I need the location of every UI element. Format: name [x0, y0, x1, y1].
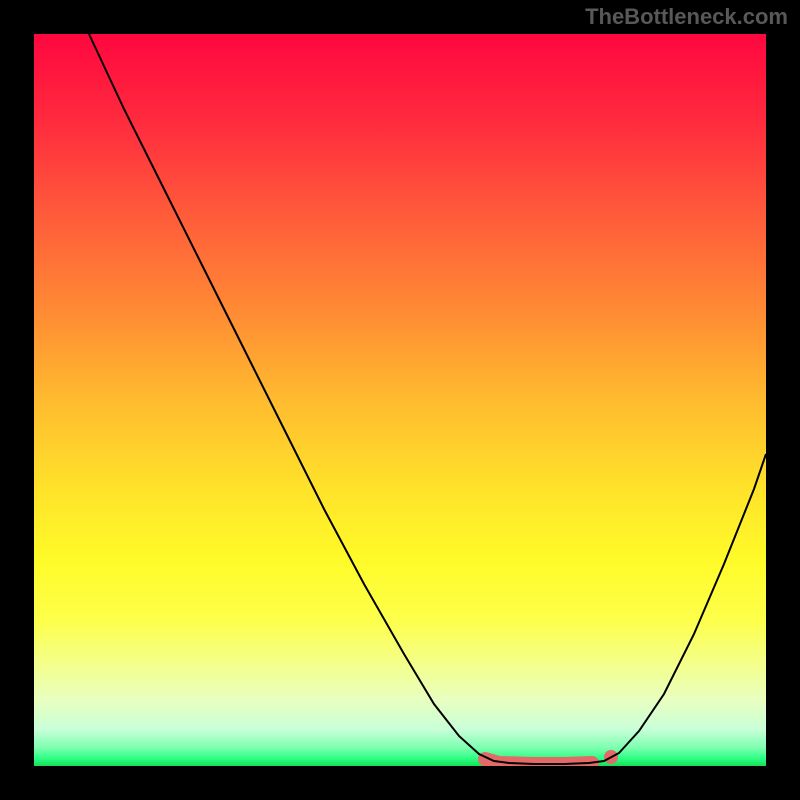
chart-container: TheBottleneck.com: [0, 0, 800, 800]
plot-area: [34, 34, 766, 766]
watermark-text: TheBottleneck.com: [585, 4, 788, 30]
curve-layer: [34, 34, 766, 766]
bottleneck-curve: [89, 34, 766, 764]
